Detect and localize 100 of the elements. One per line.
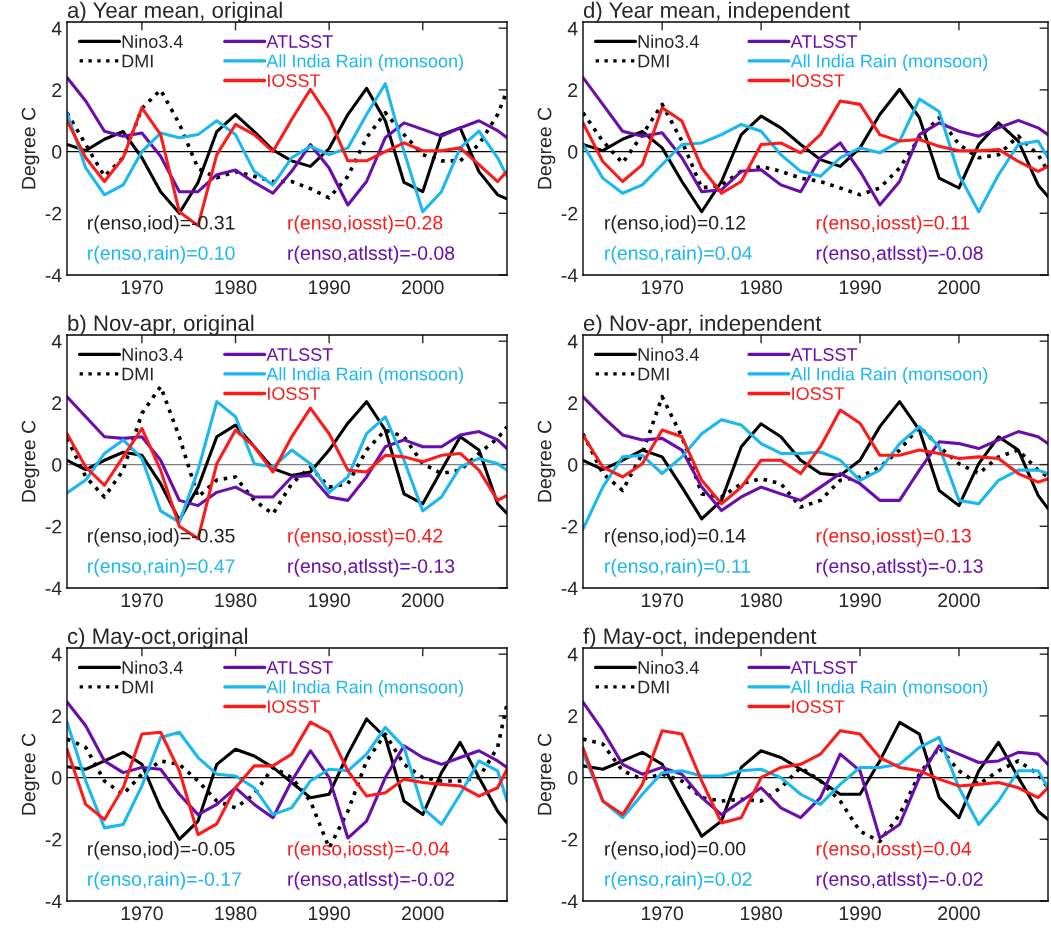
legend-label: Nino3.4 bbox=[638, 34, 699, 48]
annotation: r(enso,rain)=0.11 bbox=[605, 558, 751, 577]
y-tick-label: 4 bbox=[51, 21, 62, 36]
y-tick-label: 4 bbox=[567, 647, 578, 662]
x-tick-label: 1990 bbox=[308, 906, 350, 921]
legend-label: IOSST bbox=[268, 74, 321, 87]
x-tick-label: 1980 bbox=[740, 280, 782, 295]
x-tick-label: 1970 bbox=[121, 280, 163, 295]
y-axis-title: Degree C bbox=[21, 107, 40, 189]
y-tick-label: -4 bbox=[45, 581, 62, 596]
annotation: r(enso,iosst)=-0.04 bbox=[288, 841, 450, 860]
legend-label: Nino3.4 bbox=[122, 34, 183, 48]
y-tick-label: -2 bbox=[561, 206, 578, 221]
y-axis-title: Degree C bbox=[21, 733, 40, 815]
line-series bbox=[583, 700, 1048, 840]
legend-label: DMI bbox=[638, 367, 669, 381]
y-tick-label: 2 bbox=[568, 83, 578, 97]
x-tick-label: 1980 bbox=[215, 906, 257, 921]
legend-label: DMI bbox=[122, 680, 153, 694]
x-tick-label: 2000 bbox=[938, 593, 980, 608]
legend-label: IOSST bbox=[792, 74, 845, 87]
legend-label: Nino3.4 bbox=[122, 660, 183, 674]
x-tick-label: 1970 bbox=[121, 593, 163, 608]
legend-label: All India Rain (monsoon) bbox=[790, 54, 988, 71]
y-axis-title: Degree C bbox=[537, 733, 556, 815]
y-tick-label: -4 bbox=[561, 581, 578, 596]
legend-label: IOSST bbox=[792, 387, 845, 400]
chart-title: d) Year mean, independent bbox=[583, 1, 850, 23]
legend-label: IOSST bbox=[268, 700, 321, 713]
annotation: r(enso,iosst)=0.13 bbox=[816, 528, 971, 547]
y-tick-label: -2 bbox=[45, 832, 62, 847]
legend-label: Nino3.4 bbox=[638, 660, 699, 674]
legend-label: ATLSST bbox=[266, 348, 333, 361]
x-tick-label: 1990 bbox=[839, 280, 881, 295]
y-tick-label: 2 bbox=[52, 83, 62, 97]
y-tick-label: 4 bbox=[567, 334, 578, 349]
annotation: r(enso,iosst)=0.42 bbox=[288, 528, 443, 547]
y-axis-title: Degree C bbox=[21, 420, 40, 502]
annotation: r(enso,iod)=0.14 bbox=[605, 528, 746, 547]
legend-label: DMI bbox=[638, 680, 669, 694]
chart-title: b) Nov-apr, original bbox=[68, 314, 254, 336]
x-tick-label: 1970 bbox=[642, 906, 684, 921]
y-axis-title: Degree C bbox=[537, 420, 556, 502]
y-tick-label: -2 bbox=[45, 206, 62, 221]
annotation: r(enso,atlsst)=-0.08 bbox=[288, 245, 455, 264]
x-tick-label: 1970 bbox=[121, 906, 163, 921]
legend-label: All India Rain (monsoon) bbox=[266, 54, 463, 71]
y-tick-label: 4 bbox=[51, 334, 62, 349]
x-tick-label: 1970 bbox=[642, 593, 684, 608]
y-tick-label: 2 bbox=[52, 709, 62, 723]
annotation: r(enso,iod)=-0.31 bbox=[88, 215, 235, 234]
legend-label: ATLSST bbox=[790, 661, 858, 674]
y-tick-label: 2 bbox=[52, 396, 62, 410]
x-tick-label: 2000 bbox=[938, 280, 980, 295]
y-tick-label: 0 bbox=[52, 771, 62, 785]
y-tick-label: 0 bbox=[52, 145, 62, 159]
x-tick-label: 1980 bbox=[215, 593, 257, 608]
annotation: r(enso,atlsst)=-0.02 bbox=[288, 871, 455, 890]
x-tick-label: 2000 bbox=[938, 906, 980, 921]
y-tick-label: 0 bbox=[52, 458, 62, 472]
chart-title: e) Nov-apr, independent bbox=[583, 314, 822, 336]
annotation: r(enso,atlsst)=-0.02 bbox=[816, 871, 983, 890]
legend-label: ATLSST bbox=[266, 661, 333, 674]
x-tick-label: 1970 bbox=[642, 280, 684, 295]
annotation: r(enso,iosst)=0.11 bbox=[816, 215, 970, 234]
x-tick-label: 2000 bbox=[402, 280, 444, 295]
legend-label: IOSST bbox=[792, 700, 845, 713]
annotation: r(enso,rain)=0.10 bbox=[88, 245, 235, 264]
y-tick-label: -4 bbox=[561, 894, 578, 909]
x-tick-label: 1990 bbox=[839, 593, 881, 608]
y-tick-label: -2 bbox=[45, 519, 62, 534]
x-tick-label: 1980 bbox=[740, 593, 782, 608]
x-tick-label: 1990 bbox=[308, 280, 350, 295]
annotation: r(enso,rain)=0.04 bbox=[605, 245, 752, 264]
annotation: r(enso,rain)=0.02 bbox=[605, 871, 752, 890]
annotation: r(enso,iod)=-0.05 bbox=[88, 841, 235, 860]
legend-label: DMI bbox=[122, 54, 153, 68]
y-tick-label: -2 bbox=[561, 832, 578, 847]
y-tick-label: 0 bbox=[568, 458, 578, 472]
x-tick-label: 1980 bbox=[740, 906, 782, 921]
annotation: r(enso,rain)=-0.17 bbox=[88, 871, 241, 890]
annotation: r(enso,iod)=-0.35 bbox=[88, 528, 235, 547]
y-tick-label: 2 bbox=[568, 396, 578, 410]
legend-label: All India Rain (monsoon) bbox=[266, 367, 463, 384]
chart-title: a) Year mean, original bbox=[67, 1, 282, 23]
legend-label: ATLSST bbox=[266, 35, 333, 48]
y-tick-label: -4 bbox=[561, 268, 578, 283]
y-axis-title: Degree C bbox=[537, 107, 556, 189]
annotation: r(enso,iosst)=0.04 bbox=[816, 841, 972, 860]
legend-label: Nino3.4 bbox=[638, 347, 699, 361]
y-tick-label: -2 bbox=[561, 519, 578, 534]
y-tick-label: -4 bbox=[45, 894, 62, 909]
x-tick-label: 2000 bbox=[402, 593, 444, 608]
x-tick-label: 1990 bbox=[308, 593, 350, 608]
legend-label: ATLSST bbox=[790, 348, 858, 361]
x-tick-label: 1980 bbox=[215, 280, 257, 295]
annotation: r(enso,iod)=0.12 bbox=[605, 215, 746, 234]
annotation: r(enso,iod)=0.00 bbox=[605, 841, 746, 860]
chart-title: f) May-oct, independent bbox=[583, 627, 817, 649]
legend-label: ATLSST bbox=[790, 35, 858, 48]
